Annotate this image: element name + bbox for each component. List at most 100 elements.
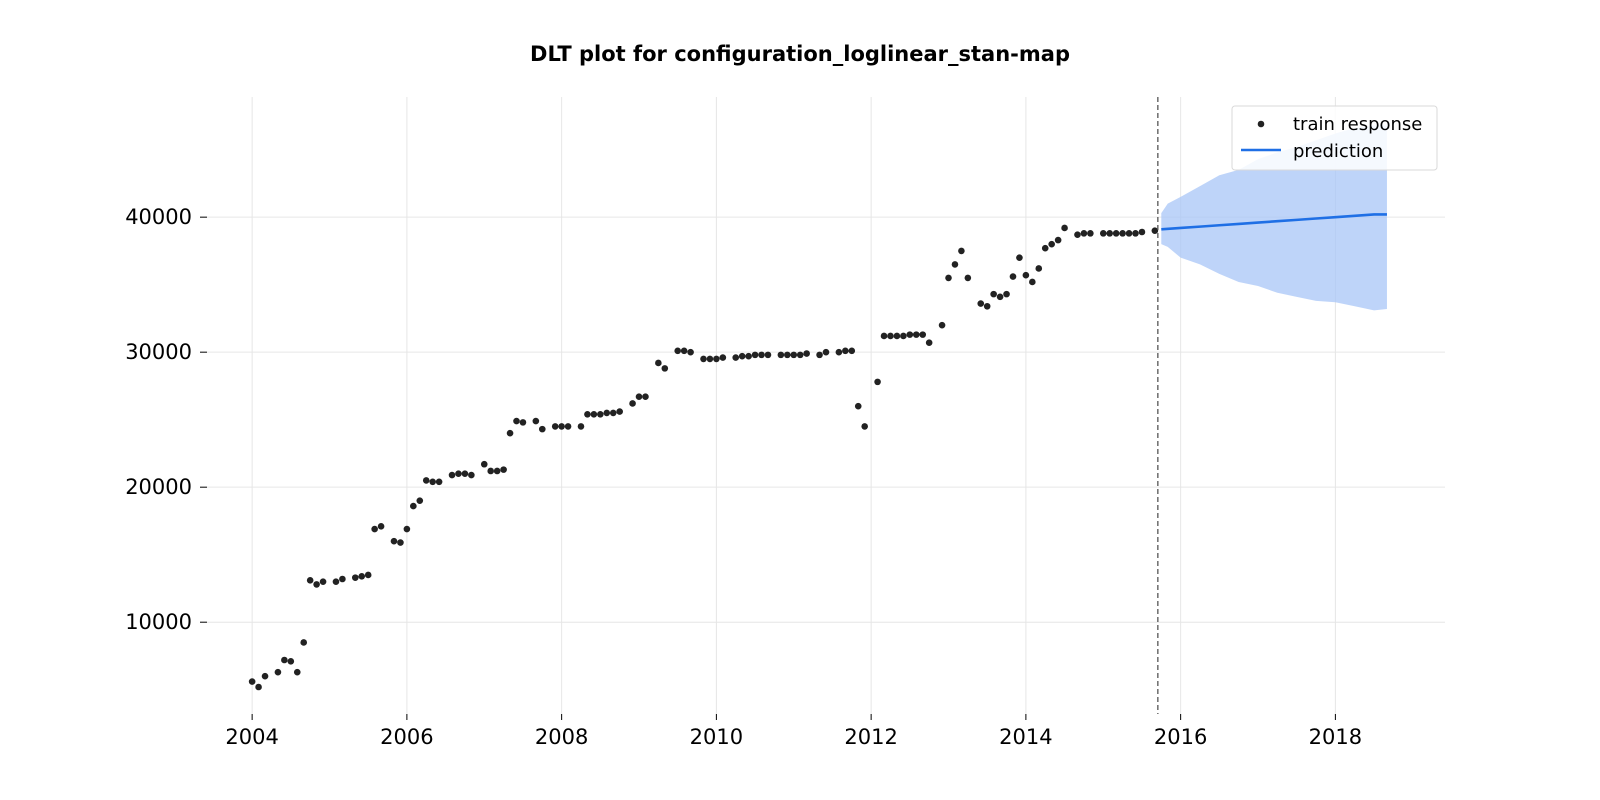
y-tick-label: 40000 (125, 205, 192, 229)
x-tick-label: 2010 (690, 725, 743, 749)
train-response-point (461, 470, 469, 477)
train-response-point (500, 466, 507, 473)
train-response-point (958, 247, 965, 255)
train-response-point (519, 419, 527, 426)
train-response-point (551, 423, 559, 430)
train-response-point (738, 352, 746, 360)
train-response-point (403, 525, 411, 533)
train-response-point (1029, 278, 1036, 286)
train-response-point (1080, 230, 1088, 237)
train-response-point (1061, 224, 1068, 232)
train-response-point (893, 332, 901, 340)
x-tick-label: 2012 (844, 725, 897, 749)
train-response-point (700, 355, 707, 363)
legend-label-prediction: prediction (1293, 141, 1383, 162)
train-response-point (919, 331, 927, 338)
train-response-point (422, 477, 430, 484)
train-response-point (274, 668, 282, 676)
train-response-point (822, 348, 830, 356)
train-response-point (848, 347, 856, 355)
train-response-point (745, 352, 752, 360)
train-response-point (1087, 230, 1094, 237)
train-response-point (713, 355, 720, 363)
train-response-point (590, 410, 598, 418)
train-response-point (803, 350, 810, 357)
train-response-point (468, 471, 475, 479)
train-response-point (945, 274, 952, 282)
chart-title: DLT plot for configuration_loglinear_sta… (530, 42, 1070, 66)
train-response-point (255, 683, 262, 691)
train-response-point (990, 290, 997, 298)
train-response-point (751, 351, 759, 359)
x-tick-label: 2006 (380, 725, 433, 749)
train-response-point (983, 302, 991, 310)
legend-label-train-response: train response (1293, 114, 1422, 135)
train-response-point (506, 429, 514, 437)
train-response-point (377, 523, 385, 530)
train-response-point (429, 478, 436, 486)
train-response-point (661, 365, 669, 372)
y-tick-label: 10000 (125, 610, 192, 634)
train-response-point (435, 478, 443, 486)
train-response-point (938, 321, 946, 329)
train-response-point (1099, 230, 1107, 237)
train-response-point (635, 393, 643, 401)
legend: train response prediction (1231, 105, 1438, 171)
prediction-interval (1161, 125, 1387, 311)
train-response-point (964, 274, 972, 282)
train-response-point (416, 497, 424, 504)
train-response-point (390, 537, 398, 545)
train-response-point (616, 408, 623, 415)
train-response-point (532, 417, 540, 425)
train-response-point (1151, 227, 1159, 234)
train-response-point (1125, 230, 1133, 237)
train-response-point (609, 409, 617, 417)
train-response-point (493, 467, 501, 475)
train-response-points (248, 224, 1159, 691)
train-response-point (584, 410, 591, 418)
train-response-point (480, 460, 488, 468)
train-response-point (842, 347, 849, 355)
y-tick-label: 30000 (125, 340, 192, 364)
x-tick-label: 2004 (225, 725, 278, 749)
train-response-point (1138, 228, 1146, 236)
train-response-point (790, 351, 798, 359)
train-response-point (680, 347, 688, 355)
train-response-point (603, 409, 611, 417)
train-response-point (732, 354, 740, 361)
train-response-point (912, 331, 920, 338)
grid-lines (207, 97, 1445, 714)
train-response-point (332, 578, 340, 585)
train-response-point (1074, 231, 1081, 239)
train-response-point (887, 332, 894, 340)
x-tick-label: 2016 (1154, 725, 1207, 749)
train-response-point (861, 423, 868, 430)
train-response-point (1106, 230, 1114, 237)
train-response-point (996, 293, 1004, 301)
train-response-point (448, 471, 456, 479)
train-response-point (306, 577, 314, 584)
train-response-point (629, 400, 636, 407)
x-tick-label: 2008 (535, 725, 588, 749)
x-tick-label: 2018 (1309, 725, 1362, 749)
train-response-point (455, 470, 462, 477)
train-response-point (706, 355, 714, 363)
train-response-point (339, 575, 346, 583)
train-response-point (1003, 290, 1010, 298)
axis-ticks: 2004 2006 2008 2010 2012 2014 2016 2018 10000 200… (125, 205, 1362, 749)
train-response-point (900, 332, 907, 340)
train-response-point (248, 678, 256, 685)
train-response-point (358, 572, 366, 580)
train-response-point (1009, 273, 1017, 280)
train-response-point (874, 378, 881, 386)
train-response-point (564, 423, 572, 430)
train-response-point (281, 656, 288, 664)
train-response-point (784, 351, 791, 359)
y-tick-label: 20000 (125, 475, 192, 499)
train-response-point (1112, 230, 1120, 237)
train-response-point (1132, 230, 1139, 237)
train-response-point (642, 393, 649, 401)
train-response-point (313, 581, 320, 588)
legend-frame (1231, 105, 1438, 171)
train-response-point (1054, 236, 1062, 244)
